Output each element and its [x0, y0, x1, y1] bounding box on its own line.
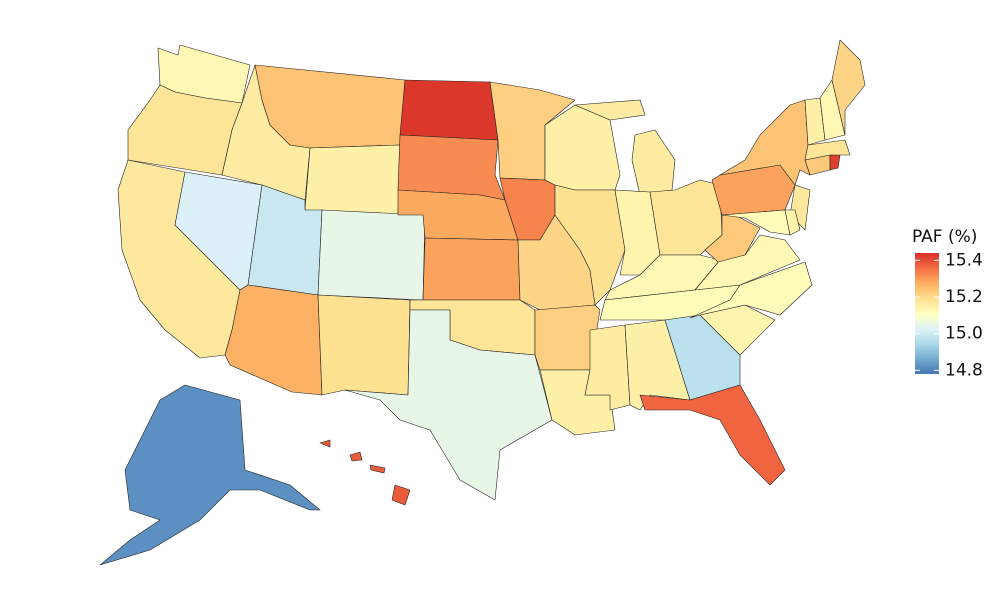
- state: [704, 209, 761, 263]
- state: [829, 154, 841, 171]
- colorbar-tick-label: 15.4: [945, 250, 983, 270]
- states: [99, 39, 866, 566]
- state: [694, 234, 801, 291]
- state: [397, 134, 506, 201]
- state: [689, 261, 813, 319]
- state: [831, 39, 866, 136]
- state: [784, 209, 801, 236]
- colorbar: [915, 253, 939, 374]
- state: [317, 294, 411, 396]
- state: [224, 284, 323, 396]
- state: [99, 384, 321, 566]
- state: [804, 139, 851, 161]
- state: [422, 237, 521, 301]
- state: [639, 384, 786, 486]
- colorbar-tick-label: 14.8: [945, 360, 983, 380]
- colorbar-title: PAF (%): [912, 227, 977, 247]
- colorbar-tick-label: 15.0: [945, 324, 983, 344]
- state: [319, 439, 411, 506]
- state: [721, 209, 791, 236]
- state: [344, 309, 553, 501]
- state: [399, 79, 499, 141]
- colorbar-tick-label: 15.2: [945, 287, 983, 307]
- state: [304, 144, 401, 216]
- state: [317, 209, 426, 301]
- state: [649, 179, 723, 256]
